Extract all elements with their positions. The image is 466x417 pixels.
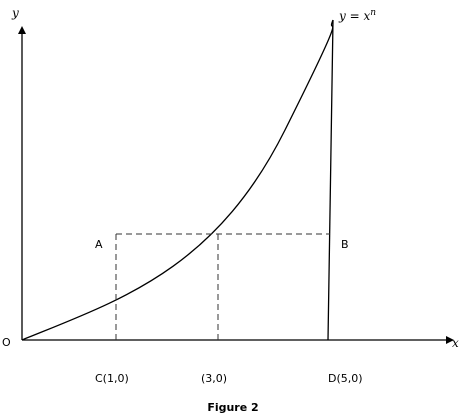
origin-label: O (2, 336, 11, 349)
x-axis-label: x (452, 336, 459, 350)
curve-label-prefix: y = (338, 9, 363, 23)
point-a-label: A (95, 238, 103, 251)
point-b-label: B (341, 238, 349, 251)
y-axis-label: y (11, 6, 19, 20)
figure-caption: Figure 2 (207, 401, 258, 414)
curve-y-equals-x-n (21, 19, 334, 341)
curve-label: y = xn (338, 8, 376, 23)
curve-label-base: x (363, 9, 370, 23)
curve-label-exponent: n (370, 8, 376, 18)
point-c-label: C(1,0) (95, 372, 129, 385)
point-mid-label: (3,0) (201, 372, 227, 385)
point-d-label: D(5,0) (328, 372, 363, 385)
line-d-to-curve-end (327, 19, 334, 341)
